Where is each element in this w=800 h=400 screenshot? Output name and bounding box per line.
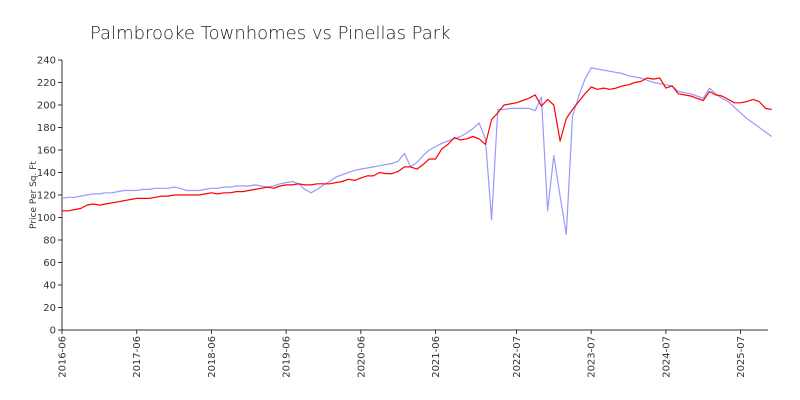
y-tick-label: 160 (37, 146, 56, 157)
x-axis-ticks: 2016-06 2017-06 2018-06 2019-06 2020-06 2021-… (58, 330, 747, 378)
x-tick-label: 2022-07 (512, 336, 523, 378)
series-line-1 (62, 77, 772, 212)
y-tick-label: 100 (37, 213, 56, 224)
x-tick-label: 2016-06 (58, 336, 69, 378)
series-lines (61, 67, 773, 235)
x-tick-label: 2020-06 (356, 336, 367, 378)
y-tick-label: 20 (43, 303, 56, 314)
y-tick-label: 180 (37, 123, 56, 134)
x-tick-label: 2023-07 (587, 336, 598, 378)
y-axis-label: Price Per Sq. Ft (29, 161, 39, 229)
x-tick-label: 2024-07 (661, 336, 672, 378)
y-tick-label: 60 (43, 258, 56, 269)
series-line-2 (61, 67, 773, 235)
x-tick-label: 2019-06 (282, 336, 293, 378)
y-tick-label: 120 (37, 191, 56, 202)
y-tick-label: 220 (37, 78, 56, 89)
x-tick-label: 2017-06 (132, 336, 143, 378)
x-tick-label: 2025-07 (736, 336, 747, 378)
x-tick-label: 2021-06 (431, 336, 442, 378)
y-tick-label: 80 (43, 236, 56, 247)
y-tick-label: 140 (37, 168, 56, 179)
y-tick-label: 40 (43, 281, 56, 292)
y-tick-label: 240 (37, 56, 56, 67)
y-tick-label: 200 (37, 101, 56, 112)
y-tick-label: 0 (50, 326, 56, 337)
chart-title: Palmbrooke Townhomes vs Pinellas Park (90, 23, 451, 44)
x-tick-label: 2018-06 (207, 336, 218, 378)
y-axis-ticks: 0 20 40 60 80 100 120 140 160 180 200 220 240 (37, 56, 62, 337)
